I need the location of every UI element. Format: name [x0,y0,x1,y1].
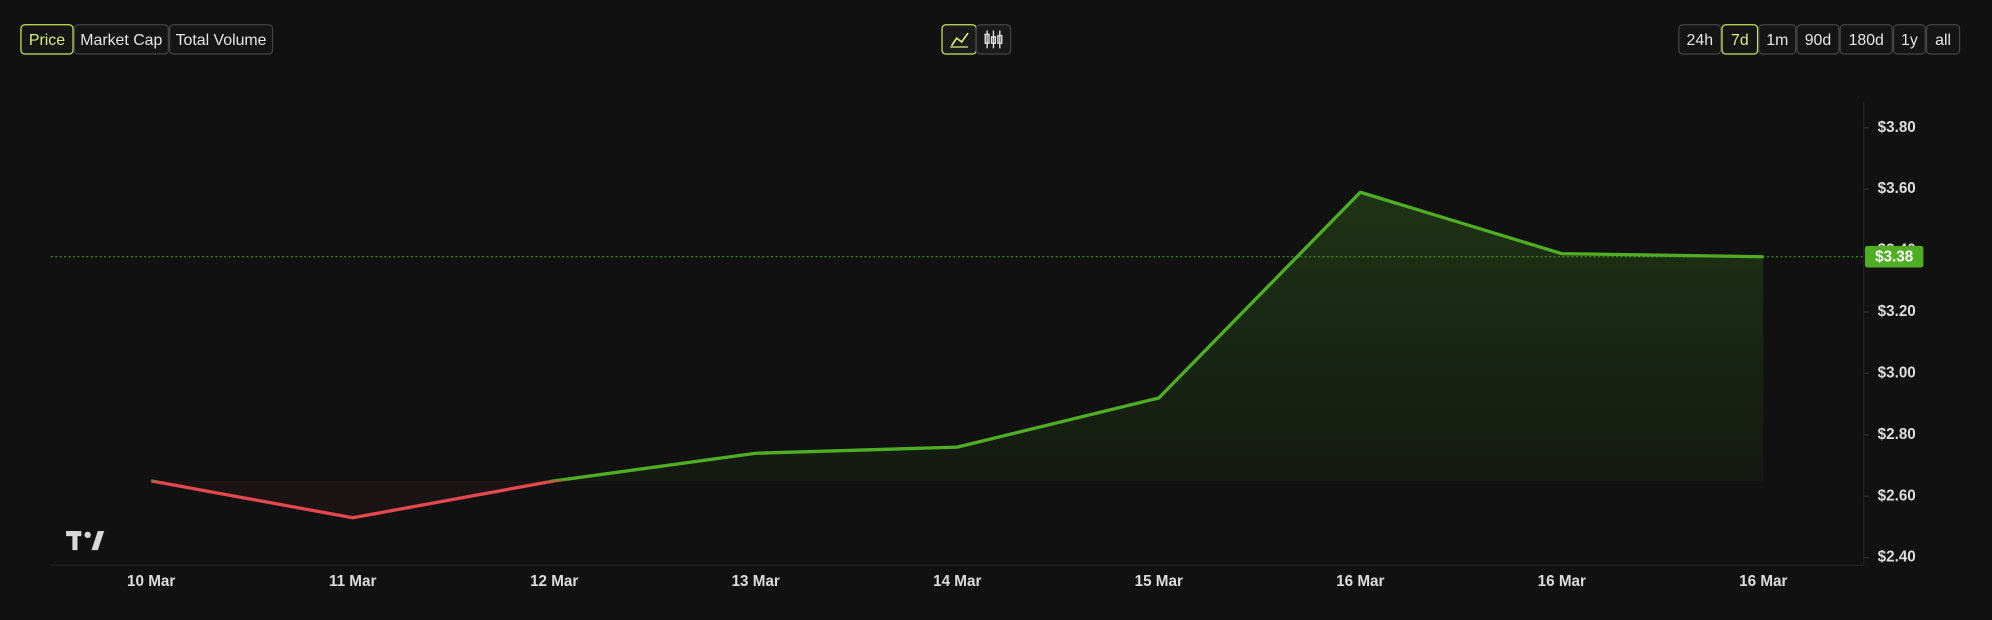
button-label: 7d [1731,32,1749,49]
button-bg [20,24,74,55]
button-bg [168,24,274,55]
range-button[interactable]: 180d [1839,24,1893,55]
x-tick-label: 16 Mar [1538,573,1586,590]
range-button[interactable]: 90d [1796,24,1840,55]
y-tick-label: $2.80 [1878,426,1916,443]
x-tick-label: 16 Mar [1739,573,1787,590]
line-icon [950,32,969,47]
x-tick-label: 12 Mar [530,573,578,590]
plot: $2.40$2.60$2.80$3.00$3.20$3.40$3.60$3.80… [50,119,1924,590]
x-tick-label: 16 Mar [1336,573,1384,590]
y-tick-label: $3.00 [1878,364,1916,381]
range-button[interactable]: 7d [1721,24,1759,55]
button-bg [1758,24,1797,55]
price-line-down [150,480,567,520]
price-line-up [151,190,1764,481]
button-bg [1925,24,1961,55]
button-bg [1721,24,1759,55]
button-bg [1796,24,1840,55]
y-tick-label: $3.20 [1878,303,1916,320]
button-bg [73,24,169,55]
button-label: 1m [1766,32,1788,49]
x-tick-label: 11 Mar [329,573,377,590]
button-label: Total Volume [176,32,267,49]
range-button[interactable]: 1m [1758,24,1797,55]
x-tick-label: 14 Mar [933,573,981,590]
tradingview-logo [66,531,105,551]
metric-button[interactable]: Total Volume [168,24,274,55]
x-tick-label: 15 Mar [1135,573,1183,590]
button-bg [1892,24,1926,55]
last-price-badge [1864,245,1924,268]
y-tick-label: $2.60 [1878,487,1916,504]
button-label: Price [29,32,65,49]
x-tick-label: 13 Mar [732,573,780,590]
range-button[interactable]: 24h [1678,24,1722,55]
last-price-label: $3.38 [1875,248,1913,265]
range-button[interactable]: all [1925,24,1961,55]
y-tick-label: $3.60 [1878,180,1916,197]
button-label: 1y [1901,32,1918,49]
y-tick-label: $3.80 [1878,119,1916,136]
area-up [151,192,1764,481]
range-button[interactable]: 1y [1892,24,1926,55]
button-label: 24h [1687,32,1714,49]
button-label: Market Cap [80,32,162,49]
y-tick-label: $2.40 [1878,549,1916,566]
chart-type-toggle [941,24,1012,55]
button-label: 180d [1849,32,1884,49]
area-down [151,480,555,518]
metric-button[interactable]: Market Cap [73,24,169,55]
x-tick-label: 10 Mar [127,573,175,590]
metric-button[interactable]: Price [20,24,74,55]
button-label: 90d [1805,32,1832,49]
candle-icon [984,30,1003,49]
button-label: all [1935,32,1951,49]
button-bg [1678,24,1722,55]
button-bg [1839,24,1893,55]
